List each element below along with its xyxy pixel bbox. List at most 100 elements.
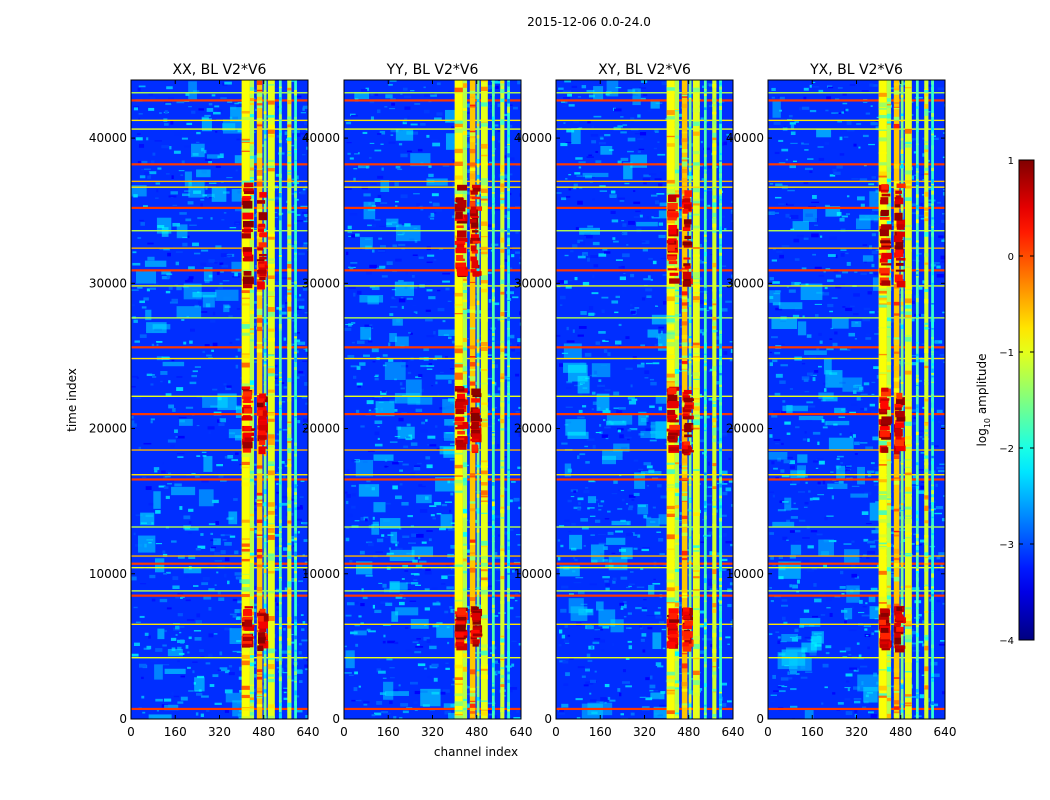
- noise-cell: [219, 282, 223, 285]
- band-streak: [287, 224, 292, 227]
- noise-cell: [202, 194, 208, 197]
- band-streak: [241, 548, 250, 552]
- noise-cell: [502, 531, 510, 536]
- noise-cell: [578, 501, 581, 505]
- hot-rfi-cell: [258, 637, 265, 644]
- band-streak: [249, 176, 255, 179]
- band-streak: [278, 594, 282, 597]
- noise-cell: [251, 502, 259, 505]
- band-streak: [469, 90, 476, 94]
- rfi-time-line: [556, 119, 733, 122]
- band-streak: [263, 650, 267, 655]
- rfi-time-line: [556, 247, 733, 249]
- band-streak: [666, 342, 675, 347]
- noise-cell: [359, 362, 366, 366]
- noise-cell: [628, 645, 633, 650]
- noise-cell: [386, 554, 391, 556]
- band-streak: [256, 310, 263, 316]
- noise-cell: [615, 259, 623, 261]
- noise-cell: [625, 336, 630, 340]
- band-streak: [507, 88, 510, 91]
- hot-rfi-cell: [258, 446, 267, 449]
- noise-cell: [353, 687, 358, 692]
- band-streak: [256, 690, 263, 693]
- noise-cell: [295, 695, 300, 698]
- band-streak: [263, 689, 267, 693]
- band-streak: [267, 114, 275, 118]
- noise-cell: [446, 586, 454, 590]
- band-streak: [256, 676, 263, 680]
- noise-cell: [652, 690, 659, 692]
- noise-cell: [643, 462, 652, 466]
- band-streak: [476, 362, 480, 367]
- band-streak: [703, 683, 707, 688]
- noise-cell: [444, 356, 448, 359]
- band-streak: [719, 330, 722, 336]
- noise-cell: [492, 340, 500, 344]
- noise-cell: [253, 463, 257, 466]
- noise-cell: [393, 716, 397, 719]
- noise-cell: [302, 107, 305, 111]
- noise-cell: [474, 467, 478, 471]
- noise-cell: [284, 131, 289, 135]
- y-tick-label: 20000: [302, 422, 340, 436]
- noise-patch: [652, 632, 662, 650]
- band-streak: [666, 184, 675, 187]
- noise-patch: [184, 171, 192, 187]
- band-streak: [249, 114, 255, 118]
- noise-cell: [289, 552, 295, 554]
- noise-cell: [445, 667, 450, 670]
- noise-cell: [497, 659, 502, 663]
- noise-cell: [149, 574, 156, 579]
- noise-cell: [658, 234, 666, 239]
- band-streak: [712, 648, 717, 654]
- band-streak: [688, 477, 692, 479]
- noise-cell: [487, 272, 492, 274]
- noise-cell: [706, 368, 710, 371]
- band-streak: [507, 81, 510, 87]
- hot-rfi-cell: [472, 240, 481, 244]
- band-streak: [507, 233, 510, 235]
- noise-cell: [708, 306, 715, 310]
- noise-cell: [261, 503, 266, 506]
- noise-cell: [427, 435, 436, 439]
- noise-cell: [296, 95, 302, 98]
- band-streak: [480, 465, 488, 468]
- noise-cell: [586, 653, 591, 658]
- noise-cell: [359, 550, 365, 555]
- noise-cell: [378, 582, 383, 584]
- band-streak: [462, 544, 468, 550]
- band-streak: [692, 213, 700, 216]
- band-streak: [256, 492, 263, 496]
- band-streak: [480, 512, 488, 514]
- noise-cell: [700, 140, 703, 144]
- noise-cell: [177, 646, 182, 651]
- band-streak: [712, 513, 717, 515]
- band-streak: [241, 324, 250, 329]
- x-tick-label: 160: [377, 725, 400, 739]
- rfi-time-line: [131, 449, 308, 451]
- noise-cell: [411, 274, 415, 278]
- noise-cell: [620, 713, 625, 716]
- noise-cell: [494, 515, 500, 518]
- noise-cell: [282, 474, 286, 479]
- noise-cell: [592, 241, 600, 246]
- noise-cell: [193, 252, 201, 255]
- band-streak: [462, 371, 468, 375]
- noise-cell: [568, 280, 573, 282]
- band-streak: [500, 266, 505, 269]
- noise-cell: [646, 414, 649, 418]
- noise-cell: [437, 394, 440, 396]
- noise-cell: [283, 547, 291, 551]
- hot-rfi-cell: [259, 276, 266, 281]
- noise-cell: [305, 348, 308, 352]
- band-streak: [491, 595, 495, 598]
- band-streak: [469, 174, 476, 180]
- band-streak: [454, 148, 463, 154]
- band-streak: [278, 173, 282, 179]
- rfi-time-line: [344, 128, 521, 130]
- band-streak: [294, 150, 297, 153]
- noise-cell: [602, 339, 609, 342]
- noise-cell: [652, 362, 660, 365]
- noise-cell: [610, 210, 616, 214]
